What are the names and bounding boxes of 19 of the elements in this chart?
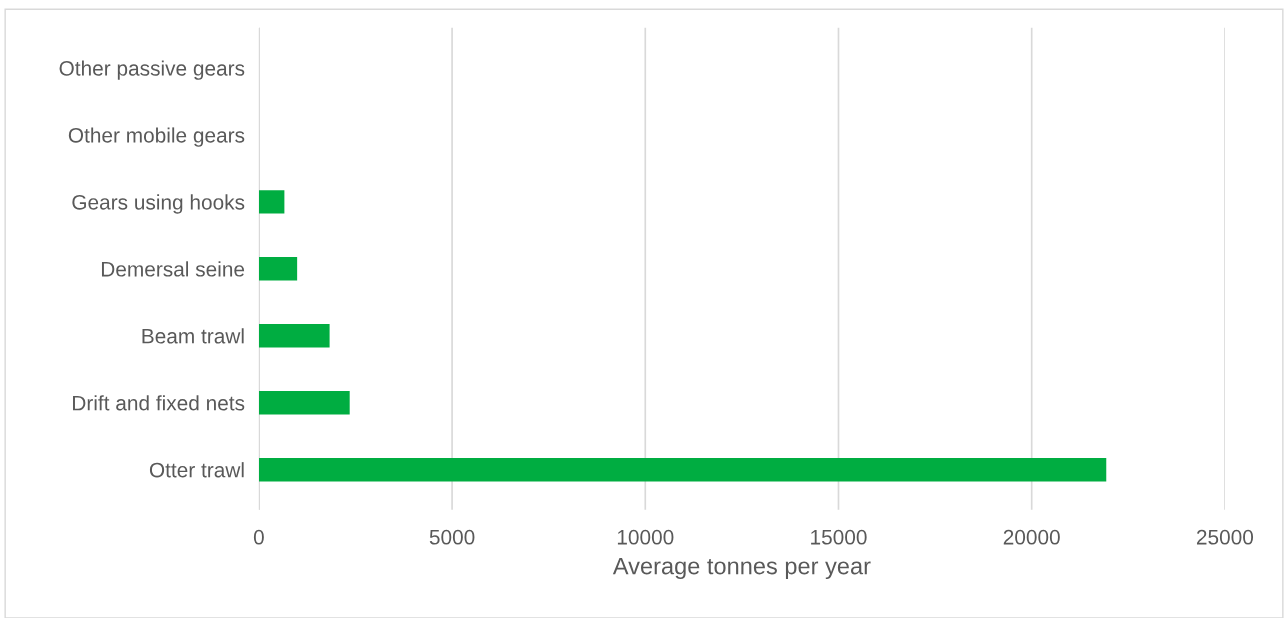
- bar: [258, 324, 330, 348]
- bar: [258, 257, 298, 281]
- y-tick-label: Other passive gears: [59, 60, 245, 80]
- y-tick-label: Drift and fixed nets: [73, 395, 245, 411]
- x-axis-title: Average tonnes per year: [612, 557, 871, 580]
- x-tick-label: 0: [253, 529, 264, 545]
- y-tick-label: Gears using hooks: [72, 194, 245, 214]
- x-tick-label: 20000: [1003, 529, 1060, 545]
- x-tick-label: 5000: [429, 529, 475, 545]
- y-tick-label: Otter trawl: [149, 462, 244, 478]
- y-tick-label: Demersal seine: [101, 261, 245, 277]
- bar: [258, 391, 350, 415]
- y-tick-label: Other mobile gears: [68, 127, 245, 147]
- bar: [258, 190, 285, 214]
- y-tick-label: Beam trawl: [142, 328, 244, 344]
- x-tick-label: 10000: [617, 529, 674, 545]
- x-tick-label: 15000: [811, 529, 867, 545]
- bar: [258, 457, 1107, 482]
- x-tick-label: 25000: [1196, 529, 1254, 545]
